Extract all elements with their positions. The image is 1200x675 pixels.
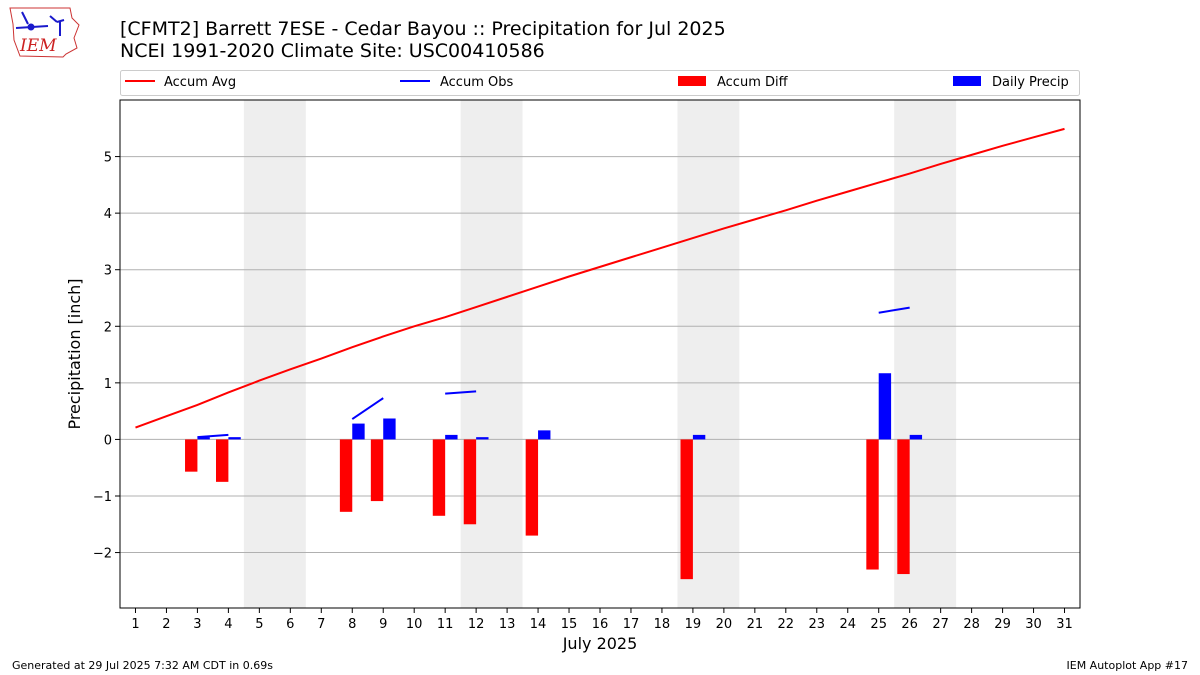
legend: Accum Avg Accum Obs Accum Diff Daily Precip <box>120 70 1080 96</box>
daily-precip-bar <box>197 437 210 440</box>
daily-precip-bar <box>476 437 489 440</box>
accum-diff-bar <box>525 439 539 536</box>
x-tick-label: 11 <box>437 617 454 632</box>
y-tick-label: 5 <box>104 151 112 166</box>
accum-obs-segment <box>197 433 229 439</box>
accum-diff-bar <box>897 439 910 575</box>
logo-text: IEM <box>19 36 57 56</box>
chart-subtitle: NCEI 1991-2020 Climate Site: USC00410586 <box>120 40 545 62</box>
footer-app-id: IEM Autoplot App #17 <box>1066 659 1189 672</box>
y-tick-label: −1 <box>93 490 112 505</box>
y-tick-label: 2 <box>104 320 112 335</box>
daily-precip-bar <box>909 434 923 440</box>
y-axis-label: Precipitation [inch] <box>65 278 84 429</box>
accum-diff-bar <box>463 439 477 525</box>
x-tick-label: 18 <box>654 617 671 632</box>
footer-generated: Generated at 29 Jul 2025 7:32 AM CDT in … <box>12 659 273 672</box>
x-tick-label: 21 <box>747 617 764 632</box>
daily-precip-bar <box>445 434 458 440</box>
x-tick-label: 3 <box>193 617 201 632</box>
x-tick-label: 5 <box>255 617 263 632</box>
legend-label: Daily Precip <box>992 75 1069 90</box>
x-tick-label: 6 <box>286 617 294 632</box>
x-axis-label: July 2025 <box>562 634 638 653</box>
y-tick-label: 4 <box>104 207 112 222</box>
x-tick-label: 20 <box>716 617 733 632</box>
accum-diff-bar <box>339 439 353 512</box>
x-tick-label: 26 <box>901 617 918 632</box>
daily-precip-bar <box>228 437 241 440</box>
y-tick-label: −2 <box>93 547 112 562</box>
accum-diff-bar <box>185 439 198 472</box>
accum-diff-bar <box>432 439 446 516</box>
x-tick-label: 7 <box>317 617 325 632</box>
legend-label: Accum Obs <box>440 75 513 90</box>
daily-precip-bar <box>692 434 706 440</box>
x-tick-label: 2 <box>162 617 170 632</box>
accum-obs-segment <box>878 306 910 314</box>
x-tick-label: 14 <box>530 617 547 632</box>
accum-obs-segment <box>445 390 477 395</box>
x-tick-label: 24 <box>839 617 856 632</box>
x-tick-label: 9 <box>379 617 387 632</box>
x-tick-label: 25 <box>870 617 887 632</box>
iowa-outline-icon <box>9 7 80 58</box>
x-tick-label: 19 <box>685 617 702 632</box>
x-tick-label: 8 <box>348 617 356 632</box>
iem-logo: IEM <box>9 7 80 58</box>
legend-label: Accum Avg <box>164 75 236 90</box>
x-tick-label: 16 <box>592 617 609 632</box>
y-tick-label: 0 <box>104 433 112 448</box>
legend-swatch-bar <box>953 76 981 86</box>
y-tick-label: 3 <box>104 264 112 279</box>
daily-precip-bar <box>538 430 551 440</box>
legend-label: Accum Diff <box>717 75 789 90</box>
x-tick-label: 13 <box>499 617 516 632</box>
x-tick-label: 27 <box>932 617 949 632</box>
accum-diff-bar <box>866 439 879 570</box>
x-tick-label: 10 <box>406 617 423 632</box>
daily-precip-bar <box>352 423 365 440</box>
x-tick-label: 31 <box>1056 617 1073 632</box>
x-tick-label: 15 <box>561 617 578 632</box>
chart-title: [CFMT2] Barrett 7ESE - Cedar Bayou :: Pr… <box>120 18 726 40</box>
x-tick-label: 22 <box>778 617 795 632</box>
x-tick-label: 12 <box>468 617 485 632</box>
x-tick-label: 30 <box>1025 617 1042 632</box>
weekend-shade-2 <box>460 100 523 608</box>
daily-precip-bar <box>383 418 396 440</box>
accum-obs-segment <box>351 397 384 420</box>
accum-avg-line <box>135 127 1065 429</box>
daily-precip-bar <box>878 373 892 440</box>
weekend-shade-1 <box>243 100 306 608</box>
accum-diff-bar <box>370 439 384 502</box>
x-tick-label: 4 <box>224 617 232 632</box>
weather-station-icon <box>15 11 65 36</box>
legend-swatch-bar <box>678 76 706 86</box>
accum-diff-bar <box>216 439 229 482</box>
y-tick-label: 1 <box>104 377 112 392</box>
legend-frame <box>120 70 1080 96</box>
x-tick-label: 1 <box>131 617 139 632</box>
x-tick-label: 23 <box>809 617 826 632</box>
x-tick-label: 29 <box>994 617 1011 632</box>
x-tick-label: 17 <box>623 617 640 632</box>
x-tick-label: 28 <box>963 617 980 632</box>
accum-diff-bar <box>680 439 693 580</box>
